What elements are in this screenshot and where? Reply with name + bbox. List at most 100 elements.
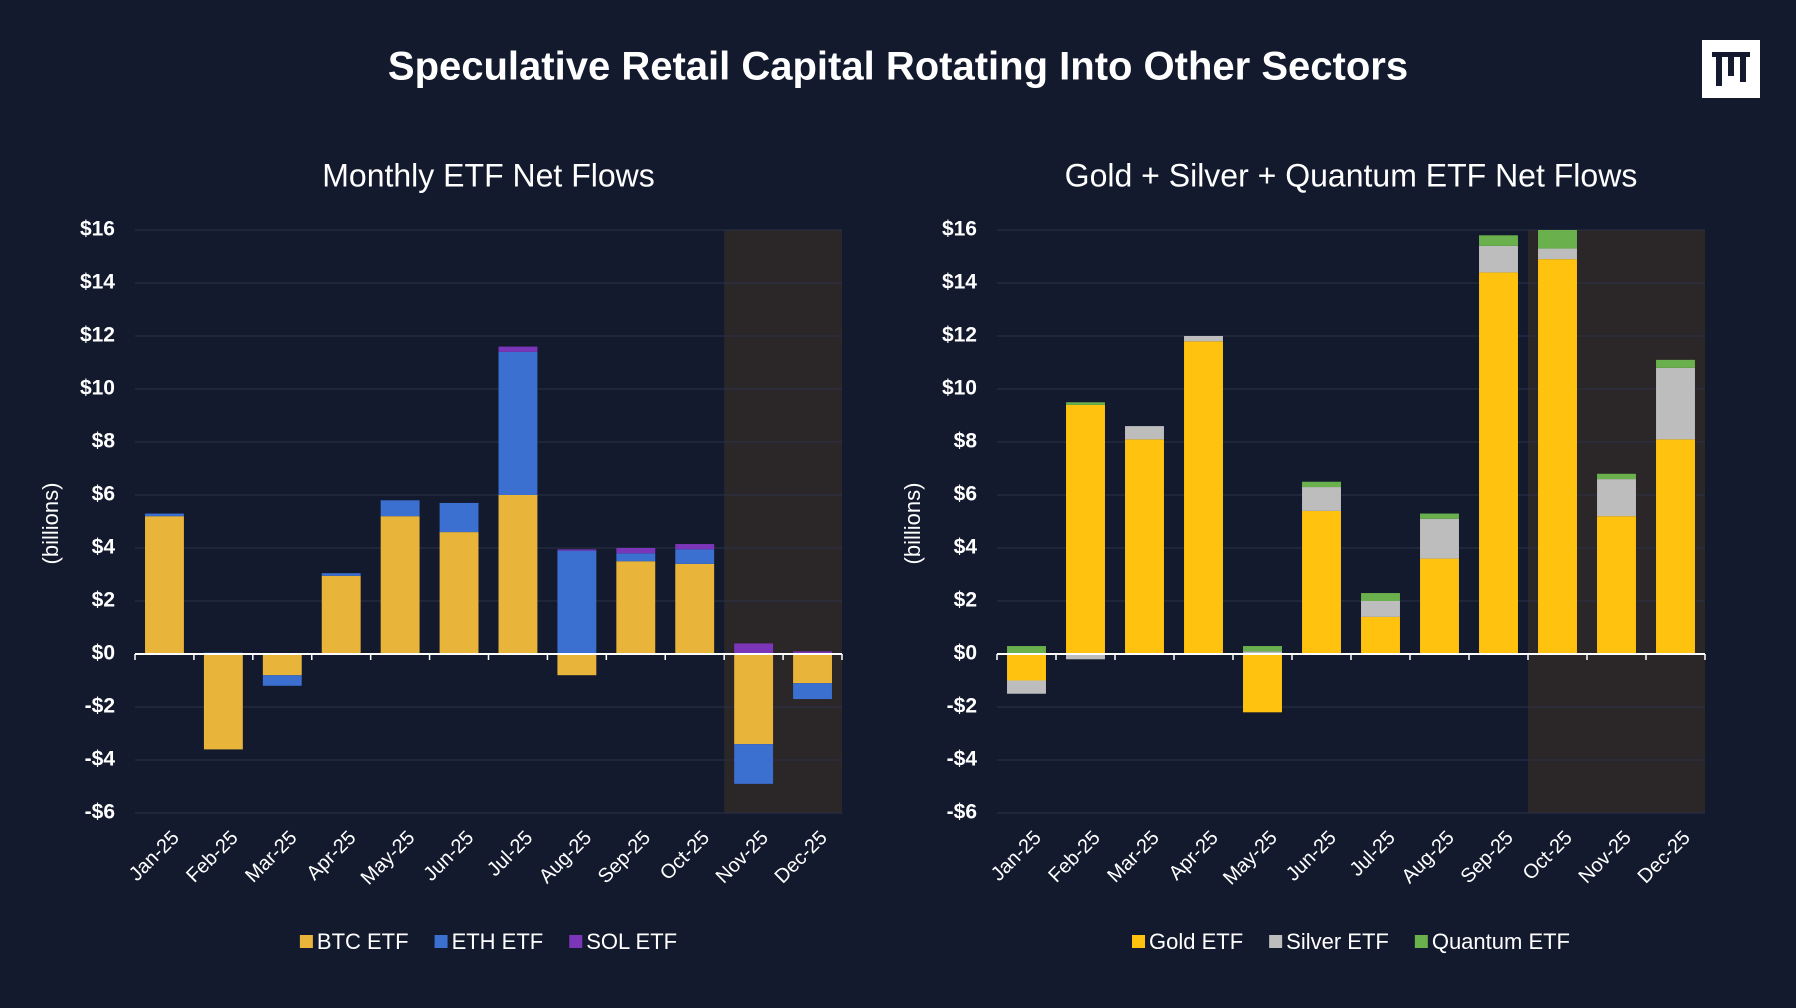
y-axis-label: (billions) bbox=[38, 483, 63, 565]
x-tick-label: Apr-25 bbox=[1165, 827, 1223, 885]
bar bbox=[1302, 510, 1341, 654]
y-tick-label: $0 bbox=[954, 642, 977, 665]
legend: Gold ETF Silver ETF Quantum ETF bbox=[1132, 929, 1570, 954]
bar bbox=[1361, 593, 1400, 601]
bar bbox=[1420, 558, 1459, 654]
y-tick-label: $14 bbox=[942, 271, 977, 294]
bar bbox=[1066, 402, 1105, 405]
y-tick-label: $8 bbox=[954, 430, 978, 453]
x-tick-label: Jun-25 bbox=[1282, 827, 1341, 886]
x-tick-label: Apr-25 bbox=[302, 827, 360, 885]
bar bbox=[1597, 479, 1636, 517]
bar bbox=[734, 654, 774, 745]
bar bbox=[439, 532, 479, 654]
bar bbox=[380, 516, 420, 654]
bar bbox=[557, 549, 597, 551]
y-tick-label: $16 bbox=[942, 218, 977, 241]
bar bbox=[1656, 439, 1695, 654]
y-tick-label: $4 bbox=[954, 536, 978, 559]
chart-title: Gold + Silver + Quantum ETF Net Flows bbox=[1065, 157, 1638, 193]
x-tick-label: May-25 bbox=[1219, 827, 1282, 890]
x-tick-label: May-25 bbox=[357, 827, 420, 890]
y-tick-label: $2 bbox=[92, 589, 115, 612]
bar bbox=[1302, 487, 1341, 511]
legend-swatch bbox=[299, 935, 313, 948]
bar bbox=[557, 654, 597, 676]
bar bbox=[1007, 680, 1046, 694]
bar bbox=[1184, 336, 1223, 342]
bar bbox=[675, 544, 715, 550]
bar bbox=[1479, 235, 1518, 246]
y-tick-label: -$2 bbox=[947, 695, 977, 718]
y-tick-label: $10 bbox=[80, 377, 115, 400]
x-tick-label: Mar-25 bbox=[241, 827, 301, 887]
bar bbox=[145, 513, 184, 517]
x-tick-label: Mar-25 bbox=[1103, 827, 1163, 887]
bar bbox=[675, 549, 715, 564]
x-tick-label: Nov-25 bbox=[1575, 827, 1636, 888]
y-tick-label: -$4 bbox=[85, 748, 116, 771]
bar bbox=[1479, 272, 1518, 654]
bar bbox=[793, 683, 832, 700]
legend-label: ETH ETF bbox=[452, 929, 544, 954]
y-axis-label: (billions) bbox=[900, 483, 925, 565]
x-tick-label: Sep-25 bbox=[1457, 827, 1518, 888]
bar bbox=[203, 654, 243, 750]
bar bbox=[1597, 516, 1636, 654]
y-tick-label: $4 bbox=[92, 536, 116, 559]
bar bbox=[1243, 646, 1282, 652]
y-tick-label: $0 bbox=[92, 642, 115, 665]
bar bbox=[498, 351, 538, 495]
legend: BTC ETF ETH ETF SOL ETF bbox=[299, 929, 677, 954]
bar bbox=[1243, 654, 1282, 713]
bar bbox=[1656, 359, 1695, 368]
x-tick-label: Jan-25 bbox=[987, 827, 1046, 886]
bar bbox=[262, 675, 302, 686]
x-tick-label: Dec-25 bbox=[771, 827, 832, 888]
y-tick-label: $16 bbox=[80, 218, 115, 241]
x-tick-label: Oct-25 bbox=[1519, 827, 1577, 885]
bar bbox=[1538, 259, 1577, 654]
bar bbox=[616, 553, 656, 562]
legend-swatch bbox=[434, 935, 448, 948]
legend-swatch bbox=[1132, 935, 1146, 948]
bar bbox=[1361, 601, 1400, 617]
x-tick-label: Dec-25 bbox=[1634, 827, 1695, 888]
bar bbox=[1420, 518, 1459, 559]
bar bbox=[1361, 616, 1400, 654]
legend-swatch bbox=[1414, 935, 1428, 948]
bar bbox=[1302, 481, 1341, 488]
bar bbox=[1125, 439, 1164, 654]
y-tick-label: $8 bbox=[92, 430, 116, 453]
bar bbox=[734, 744, 774, 784]
y-tick-label: -$6 bbox=[947, 801, 977, 824]
bar bbox=[1007, 646, 1046, 654]
bar bbox=[1066, 404, 1105, 654]
bar bbox=[1538, 248, 1577, 260]
x-tick-label: Sep-25 bbox=[594, 827, 655, 888]
x-tick-label: Jul-25 bbox=[1346, 827, 1400, 881]
legend-swatch bbox=[1269, 935, 1283, 948]
logo bbox=[1702, 40, 1760, 98]
bar bbox=[1656, 367, 1695, 440]
legend-label: Quantum ETF bbox=[1432, 929, 1570, 954]
x-tick-label: Jan-25 bbox=[125, 827, 184, 886]
bar bbox=[675, 563, 715, 654]
bar bbox=[793, 654, 832, 684]
x-tick-label: Aug-25 bbox=[535, 827, 596, 888]
bar bbox=[498, 346, 538, 352]
bar bbox=[321, 575, 361, 654]
bar bbox=[1538, 230, 1577, 249]
y-tick-label: -$4 bbox=[947, 748, 978, 771]
x-tick-label: Feb-25 bbox=[1044, 827, 1104, 887]
bar bbox=[321, 573, 361, 576]
bar bbox=[793, 651, 832, 654]
legend-swatch bbox=[569, 935, 583, 948]
y-tick-label: -$6 bbox=[85, 801, 115, 824]
bar bbox=[1597, 473, 1636, 480]
bar bbox=[262, 654, 302, 676]
legend-label: Gold ETF bbox=[1149, 929, 1243, 954]
bar bbox=[145, 516, 184, 654]
x-tick-label: Jul-25 bbox=[483, 827, 537, 881]
